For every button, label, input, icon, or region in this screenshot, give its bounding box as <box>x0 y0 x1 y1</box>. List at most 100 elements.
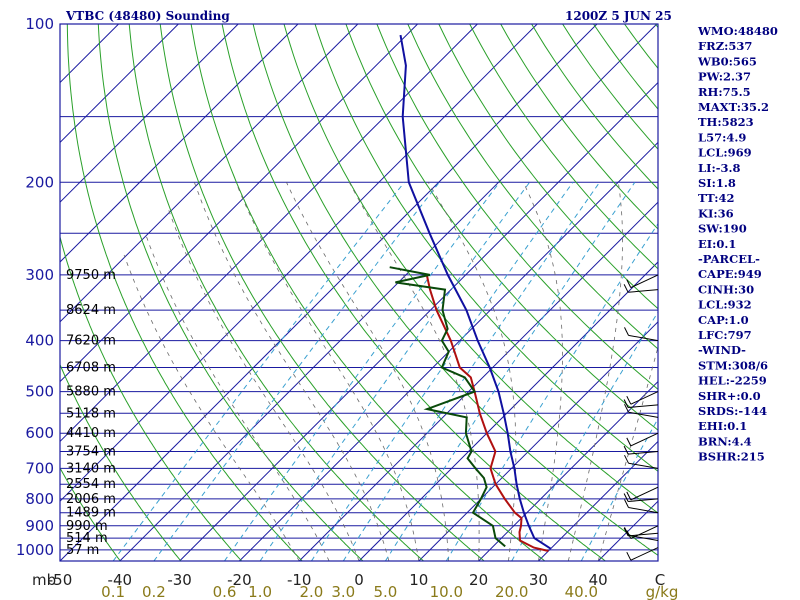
moist-adiabat <box>168 209 360 561</box>
height-label: 2006 m <box>66 492 116 507</box>
chart-title-right: 1200Z 5 JUN 25 <box>565 9 672 23</box>
mixing-ratio-tick-label: 5.0 <box>373 583 397 600</box>
height-label: 4410 m <box>66 426 116 441</box>
index-item: EHI:0.1 <box>698 419 747 433</box>
wind-barb-flag <box>626 279 632 288</box>
index-item: CINH:30 <box>698 282 754 296</box>
index-item: WMO:48480 <box>697 24 778 38</box>
profile-line-2 <box>389 266 506 548</box>
isotherm-line <box>119 24 658 561</box>
wind-barb-flag <box>626 491 632 501</box>
index-item: KI:36 <box>698 206 734 220</box>
pressure-tick-label: 100 <box>25 15 54 33</box>
isotherm-line <box>60 24 179 144</box>
plot-frame <box>59 23 659 562</box>
profile-line-1 <box>425 274 549 552</box>
index-item: BSHR:215 <box>698 450 765 464</box>
index-item: MAXT:35.2 <box>698 100 769 114</box>
index-item: SRDS:-144 <box>698 404 767 418</box>
wind-barb <box>628 462 659 469</box>
wind-barb <box>628 404 659 408</box>
pressure-tick-label: 900 <box>25 517 54 535</box>
mixing-ratio-tick-label: 1.0 <box>248 583 272 600</box>
index-item: BRN:4.4 <box>698 434 752 448</box>
mixing-ratio-line <box>259 182 531 561</box>
isotherm-line <box>298 201 658 561</box>
temperature-tick-label: 10 <box>409 571 428 589</box>
height-label: 57 m <box>66 543 99 558</box>
moist-adiabat <box>567 182 623 561</box>
height-label: 3754 m <box>66 445 116 460</box>
wind-barb <box>628 334 659 342</box>
index-item: TT:42 <box>698 191 735 205</box>
wind-barb-flag <box>624 454 629 464</box>
temperature-unit-label: C <box>655 571 665 589</box>
wind-barb <box>630 274 659 289</box>
mixing-ratio-tick-label: 3.0 <box>331 583 355 600</box>
moist-adiabat <box>286 182 450 561</box>
index-item: LCL:932 <box>698 298 752 312</box>
index-item: L57:4.9 <box>698 130 746 144</box>
pressure-tick-label: 600 <box>25 424 54 442</box>
mixing-ratio-tick-label: 40.0 <box>565 583 598 600</box>
temperature-tick-label: -30 <box>167 571 192 589</box>
mixing-ratio-line <box>153 181 440 561</box>
isotherm-line <box>60 24 299 263</box>
dry-adiabat <box>345 24 658 431</box>
dry-adiabat <box>438 24 658 310</box>
profile-line-3 <box>399 34 552 550</box>
pressure-tick-label: 1000 <box>16 541 54 559</box>
isotherm-line <box>478 380 658 561</box>
index-item: FRZ:537 <box>698 39 752 53</box>
dry-adiabat <box>190 24 546 561</box>
mixing-ratio-tick-label: 20.0 <box>495 583 528 600</box>
wind-barb <box>628 289 659 293</box>
moist-adiabat <box>194 182 390 561</box>
isotherm-line <box>60 24 478 443</box>
pressure-tick-label: 200 <box>25 173 54 191</box>
index-item: LI:-3.8 <box>698 161 741 175</box>
wind-barb-flag <box>624 499 629 508</box>
mixing-ratio-tick-label: 10.0 <box>430 583 463 600</box>
mixing-ratio-tick-label: 0.6 <box>213 583 237 600</box>
temperature-tick-label: 0 <box>354 571 364 589</box>
temperature-tick-label: -20 <box>227 571 252 589</box>
index-item: -PARCEL- <box>698 252 760 266</box>
index-item: EI:0.1 <box>698 237 736 251</box>
temperature-tick-label: -40 <box>108 571 133 589</box>
height-labels: 9750 m 8624 m 7620 m 6708 m 5880 m 5118 m 4410… <box>66 268 116 558</box>
height-label: 2554 m <box>66 477 116 492</box>
mixing-ratio-line <box>342 182 601 561</box>
wind-barb-flag <box>624 403 629 413</box>
wind-barb-flag <box>624 327 629 336</box>
index-item: LCL:969 <box>698 146 752 160</box>
dry-adiabat <box>60 363 182 561</box>
isotherm-line <box>358 261 658 561</box>
wind-barb <box>630 391 659 405</box>
pressure-tick-label: 700 <box>25 459 54 477</box>
height-label: 1489 m <box>66 506 116 521</box>
moist-adiabat <box>427 182 517 561</box>
pressure-unit-label: mb <box>32 571 56 589</box>
mixing-ratio-line <box>384 182 636 561</box>
height-label: 8624 m <box>66 303 116 318</box>
chart-title-left: VTBC (48480) Sounding <box>65 9 230 23</box>
temperature-tick-label: 30 <box>529 571 548 589</box>
mixing-ratio-line <box>445 222 658 561</box>
index-item: LFC:797 <box>698 328 752 342</box>
pressure-tick-label: 500 <box>25 383 54 401</box>
wind-barb-flag <box>623 493 629 502</box>
index-item: HEL:-2259 <box>698 374 767 388</box>
isotherm-line <box>60 24 239 203</box>
wind-barb <box>628 532 659 537</box>
mixing-ratio-tick-label: 2.0 <box>299 583 323 600</box>
mixing-ratio-line <box>580 417 658 561</box>
index-item: PW:2.37 <box>698 70 751 84</box>
isotherm-line <box>239 141 658 561</box>
wind-barb <box>630 547 659 561</box>
dry-adiabat <box>469 24 658 270</box>
wind-barb-flag <box>624 527 629 536</box>
